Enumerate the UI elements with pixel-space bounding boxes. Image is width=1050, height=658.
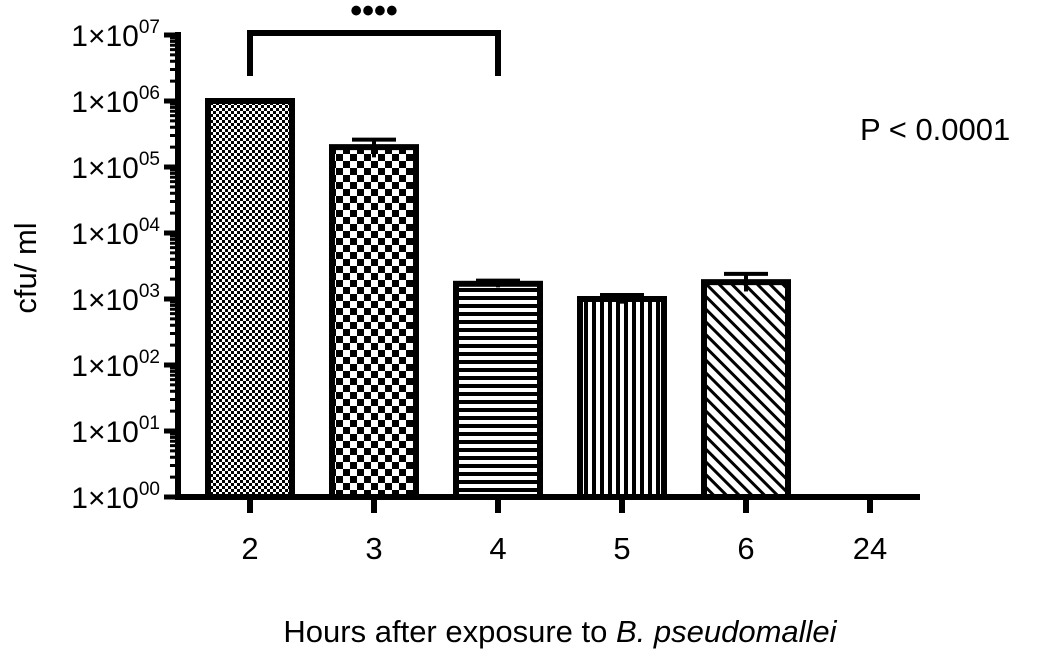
y-tick-label: 1×1000	[71, 479, 160, 515]
y-tick-base: 1×10	[71, 350, 139, 383]
error-bars	[352, 137, 768, 304]
x-axis-title-prefix: Hours after exposure to	[283, 614, 616, 649]
x-tick-label: 3	[365, 531, 382, 566]
y-tick-label: 1×1002	[71, 347, 160, 383]
error-bar-4h	[476, 278, 520, 288]
y-tick-exponent: 06	[139, 83, 160, 104]
bar-6h	[701, 279, 791, 500]
y-tick-label: 1×1003	[71, 281, 160, 317]
x-axis-title-organism: B. pseudomallei	[616, 614, 838, 649]
x-tick-label: 5	[613, 531, 630, 566]
x-tick-label: 24	[853, 531, 887, 566]
y-tick-base: 1×10	[71, 284, 139, 317]
bars	[205, 98, 791, 500]
y-tick-label: 1×1004	[71, 215, 160, 251]
significance-bracket	[247, 30, 501, 76]
y-axis-title: cfu/ ml	[8, 222, 43, 313]
y-axis-ticks: 1×10001×10011×10021×10031×10041×10051×10…	[71, 17, 178, 515]
significance-stars: ••••	[350, 0, 398, 30]
x-axis-title: Hours after exposure to B. pseudomallei	[283, 614, 837, 649]
y-tick-base: 1×10	[71, 152, 139, 185]
x-tick-label: 4	[489, 531, 506, 566]
error-bar-6h	[724, 271, 768, 292]
y-tick-base: 1×10	[71, 20, 139, 53]
y-tick-exponent: 04	[139, 215, 161, 236]
y-tick-exponent: 03	[139, 281, 160, 302]
y-tick-label: 1×1005	[71, 149, 160, 185]
y-tick-base: 1×10	[71, 482, 139, 515]
error-bar-3h	[352, 137, 396, 158]
y-tick-label: 1×1006	[71, 83, 160, 119]
y-tick-base: 1×10	[71, 218, 139, 251]
y-tick-exponent: 05	[139, 149, 160, 170]
bar-5h	[577, 296, 667, 500]
error-bar-5h	[600, 292, 644, 304]
bar-4h	[453, 280, 543, 500]
bar-2h	[205, 98, 295, 500]
y-tick-exponent: 00	[139, 479, 160, 500]
x-axis-ticks: 2 3 4 5 6 24	[241, 497, 887, 566]
y-tick-label: 1×1007	[71, 17, 160, 53]
y-tick-exponent: 07	[139, 17, 160, 38]
y-tick-exponent: 01	[139, 413, 160, 434]
bar-3h	[329, 144, 419, 500]
x-tick-label: 6	[737, 531, 754, 566]
y-tick-exponent: 02	[139, 347, 160, 368]
y-tick-base: 1×10	[71, 416, 139, 449]
y-tick-base: 1×10	[71, 86, 139, 119]
x-tick-label: 2	[241, 531, 258, 566]
y-tick-label: 1×1001	[71, 413, 160, 449]
p-value-annotation: P < 0.0001	[860, 112, 1010, 147]
